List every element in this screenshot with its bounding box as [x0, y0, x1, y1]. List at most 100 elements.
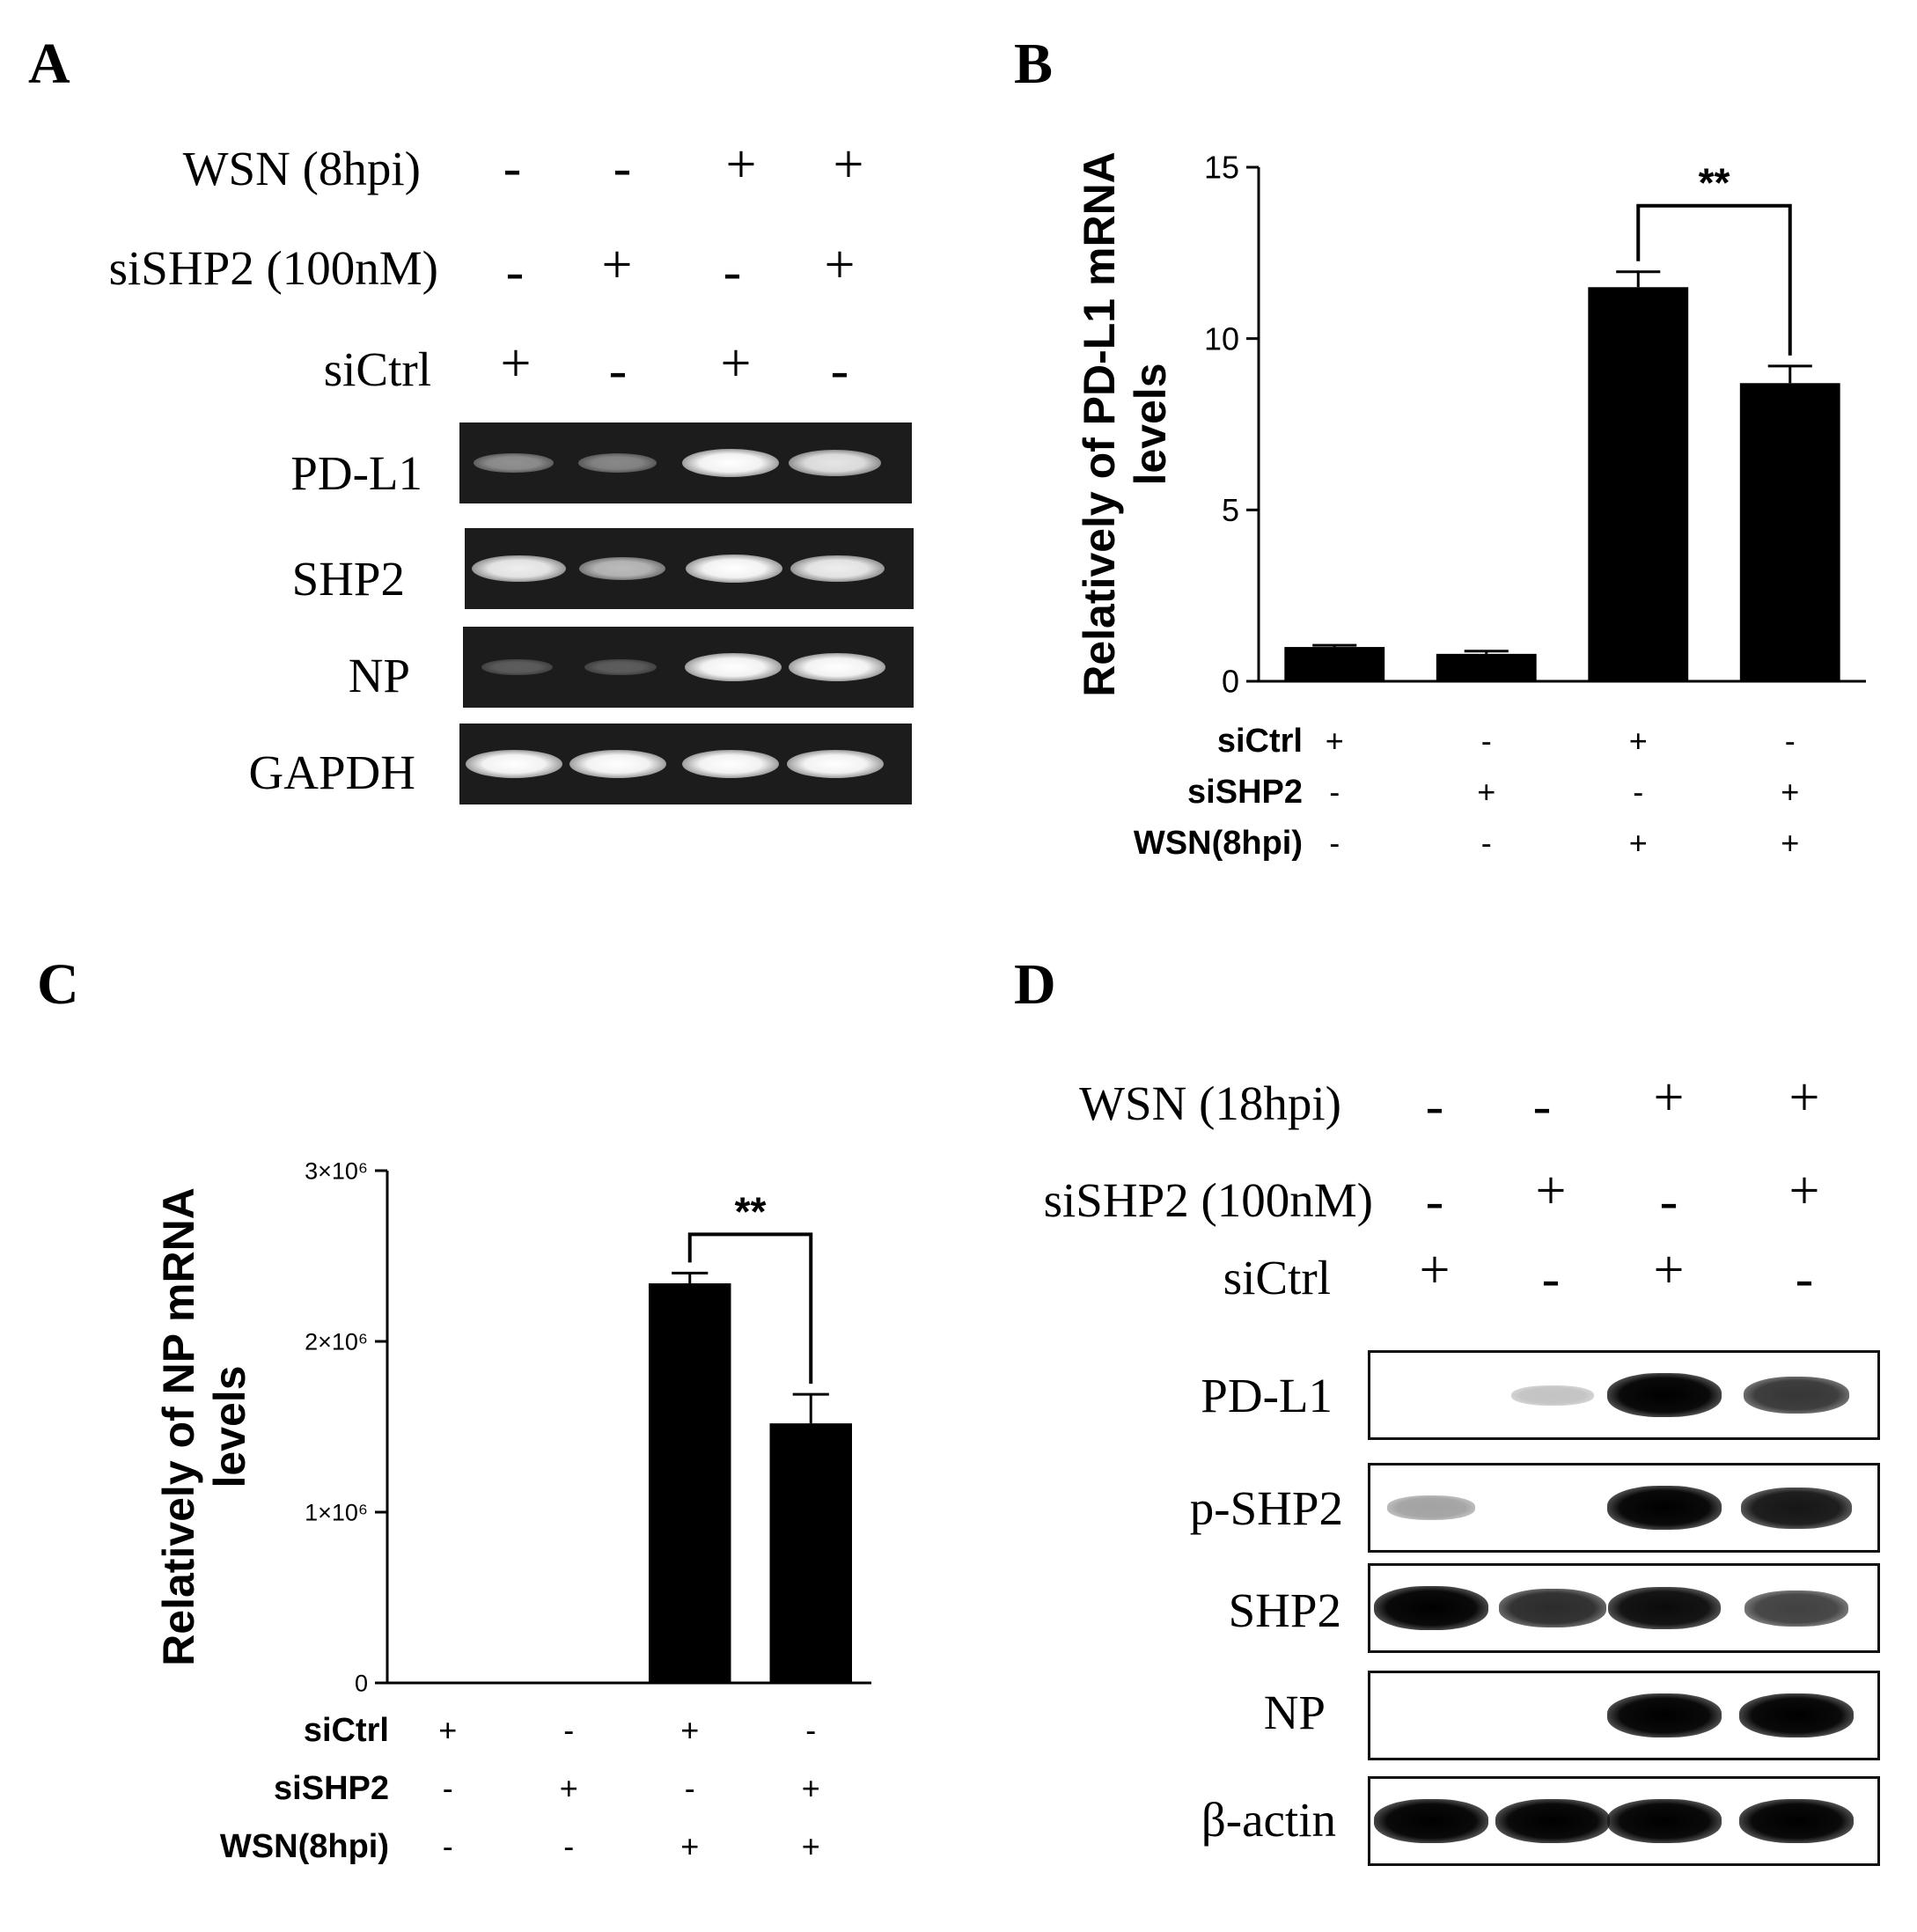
y-tick-label: 2×10⁶ — [305, 1328, 368, 1355]
gel-band — [578, 556, 665, 581]
blot-strip-shp2 — [1368, 1563, 1880, 1653]
condition-sign: + — [1629, 723, 1648, 759]
gel-band — [686, 555, 782, 583]
condition-sign: - — [805, 1712, 816, 1748]
condition-sign: - — [1633, 774, 1643, 810]
gel-band — [465, 750, 562, 778]
y-axis-label: levels — [1126, 363, 1175, 485]
significance-label: ** — [1699, 160, 1730, 206]
gel-band — [786, 750, 884, 778]
gel-band — [682, 750, 780, 778]
condition-sign: + — [438, 1712, 457, 1748]
blot-strip-p-shp2 — [1368, 1463, 1880, 1553]
condition-label: siCtrl — [304, 1712, 389, 1749]
panel-a-cond-sishp2: siSHP2 (100nM) — [108, 241, 438, 295]
condition-sign: - — [1329, 825, 1340, 861]
gel-band — [682, 449, 780, 477]
panel-d-sign: - — [1425, 1076, 1444, 1136]
y-axis-label: levels — [205, 1365, 254, 1488]
blot-band — [1738, 1693, 1854, 1737]
blot-label-pd-l1: PD-L1 — [1201, 1369, 1333, 1422]
panel-d-sign: - — [1795, 1249, 1814, 1309]
y-tick-label: 3×10⁶ — [305, 1157, 368, 1184]
panel-d-sign: - — [1541, 1249, 1561, 1309]
condition-label: WSN(8hpi) — [1134, 825, 1303, 862]
bar — [1436, 653, 1537, 681]
condition-sign: - — [1785, 723, 1796, 759]
condition-sign: - — [443, 1828, 453, 1864]
blot-band — [1387, 1495, 1476, 1520]
blot-band — [1607, 1799, 1722, 1843]
panel-d-sign: + — [1653, 1240, 1685, 1300]
blot-label-np: NP — [1263, 1686, 1326, 1739]
gel-label-gapdh: GAPDH — [248, 746, 415, 799]
panel-c-chart: 0 1×10⁶ 2×10⁶ 3×10⁶ ** Relatively of NP mRNA l… — [154, 1157, 871, 1865]
condition-sign: + — [1781, 774, 1799, 810]
gel-band — [788, 450, 882, 476]
significance-bracket — [687, 1232, 813, 1385]
panel-d-sign: + — [1535, 1161, 1567, 1221]
y-tick-label: 10 — [1204, 320, 1239, 356]
blot-label-beta-actin: β-actin — [1201, 1793, 1336, 1847]
blot-band — [1607, 1693, 1722, 1737]
condition-sign: - — [685, 1770, 695, 1806]
panel-a-sign: - — [723, 242, 742, 302]
condition-sign: + — [802, 1770, 820, 1806]
panel-d-cond-wsn: WSN (18hpi) — [1079, 1076, 1341, 1130]
panel-d-sign: - — [1425, 1172, 1444, 1231]
significance-bracket — [1636, 203, 1792, 356]
condition-sign: - — [1481, 723, 1492, 759]
condition-label: siCtrl — [1217, 723, 1303, 760]
panel-b-chart: 0 5 10 15 ** Relatively of PD-L1 mRNA levels si… — [1075, 150, 1866, 862]
bar — [649, 1283, 731, 1683]
blot-band — [1738, 1799, 1854, 1843]
blot-strip-np — [1368, 1671, 1880, 1760]
blot-strip-beta-actin — [1368, 1776, 1880, 1866]
gel-band — [790, 555, 885, 583]
blot-band — [1511, 1385, 1595, 1406]
bar — [1739, 383, 1840, 681]
blot-band — [1607, 1373, 1722, 1417]
panel-d-sign: - — [1532, 1076, 1552, 1136]
panel-d-cond-sishp2: siSHP2 (100nM) — [1043, 1173, 1373, 1227]
panel-d-sign: + — [1788, 1068, 1820, 1128]
condition-label: WSN(8hpi) — [220, 1828, 389, 1865]
panel-d-sign: + — [1788, 1161, 1820, 1221]
blot-band — [1374, 1799, 1489, 1843]
panel-d-cond-sictrl: siCtrl — [1223, 1251, 1331, 1304]
condition-sign: + — [1326, 723, 1344, 759]
blot-label-p-shp2: p-SHP2 — [1189, 1481, 1343, 1535]
condition-sign: + — [1477, 774, 1495, 810]
gel-strip-np — [463, 627, 914, 708]
panel-d-sign: + — [1653, 1068, 1685, 1128]
panel-a-sign: + — [725, 135, 757, 195]
blot-band — [1607, 1486, 1722, 1530]
gel-band — [471, 555, 566, 583]
condition-sign: + — [1629, 825, 1648, 861]
significance-label: ** — [735, 1188, 767, 1234]
condition-sign: - — [1329, 774, 1340, 810]
bar — [769, 1423, 852, 1683]
gel-band — [474, 452, 554, 474]
gel-label-np: NP — [348, 649, 410, 702]
condition-sign: + — [560, 1770, 578, 1806]
panel-a-letter: A — [28, 32, 70, 96]
y-tick-label: 5 — [1222, 492, 1239, 528]
panel-a-sign: - — [505, 242, 525, 302]
condition-sign: - — [1481, 825, 1492, 861]
blot-band — [1740, 1487, 1852, 1529]
y-axis-label: Relatively of NP mRNA — [154, 1187, 203, 1666]
gel-band — [685, 653, 782, 681]
panel-d-sign: - — [1659, 1172, 1678, 1231]
blot-strip-pd-l1 — [1368, 1350, 1880, 1440]
bar — [1284, 647, 1385, 681]
panel-a-cond-wsn: WSN (8hpi) — [182, 142, 421, 195]
bar — [1588, 287, 1689, 681]
blot-band — [1608, 1586, 1722, 1630]
panel-d-sign: + — [1419, 1240, 1451, 1300]
condition-sign: + — [680, 1712, 699, 1748]
panel-a-cond-sictrl: siCtrl — [323, 342, 431, 396]
condition-label: siSHP2 — [1187, 774, 1303, 811]
condition-sign: + — [1781, 825, 1799, 861]
gel-band — [584, 658, 657, 676]
